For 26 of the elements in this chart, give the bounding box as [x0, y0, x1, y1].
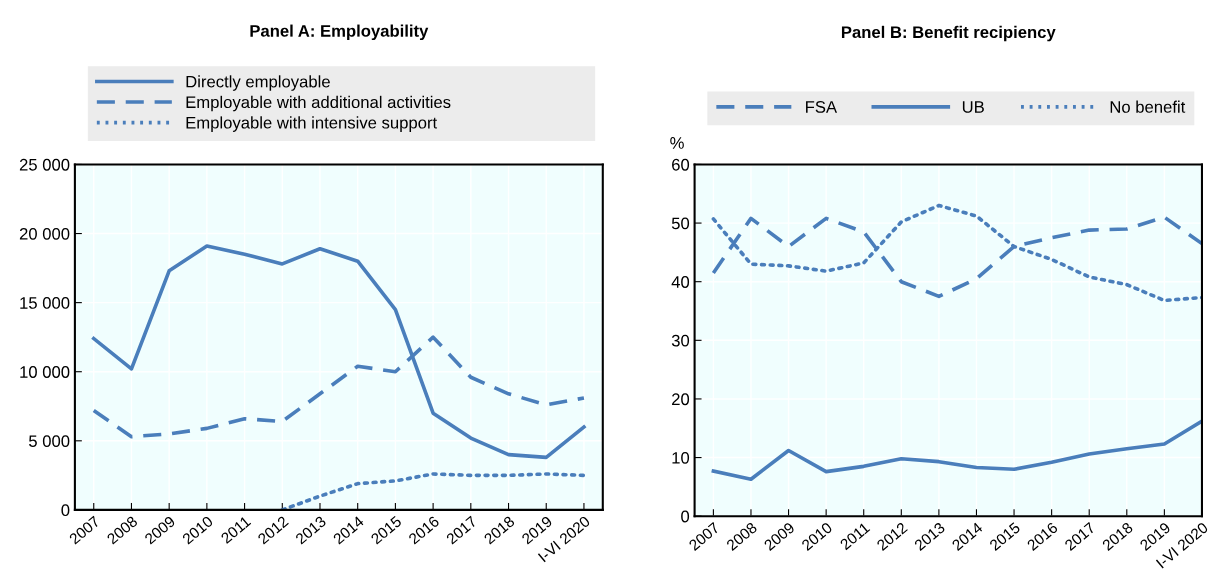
y-tick-label: 30 — [671, 334, 690, 347]
y-tick-label: 20 — [672, 393, 690, 406]
y-tick-label: 60 — [672, 158, 690, 171]
line-series — [280, 472, 586, 510]
line-series — [711, 203, 1202, 303]
legend-label: FSA — [806, 101, 838, 113]
y-tick-label: 10 000 — [20, 366, 70, 378]
legend-label: Employable with additional activities — [186, 95, 451, 112]
y-tick-label: 50 — [671, 217, 690, 230]
y-tick-label: 5 000 — [29, 435, 70, 448]
y-tick-label: 20 000 — [19, 227, 70, 240]
legend-label: No benefit — [1110, 100, 1186, 113]
line-series — [711, 419, 1202, 482]
y-tick-label: 25 000 — [19, 158, 70, 171]
line-series — [91, 244, 586, 460]
y-tick-label: 15 000 — [20, 297, 70, 309]
chart-title: Panel B: Benefit recipiency — [841, 25, 1056, 42]
y-tick-label: 0 — [61, 504, 70, 517]
y-tick-label: 0 — [681, 510, 690, 523]
y-tick-label: 40 — [671, 276, 690, 288]
y-tick-label: 10 — [672, 451, 690, 464]
y-axis-title: % — [670, 137, 684, 149]
legend-label: UB — [962, 101, 984, 113]
legend-label: Employable with intensive support — [186, 116, 438, 132]
legend-label: Directly employable — [186, 75, 330, 91]
chart-title: Panel A: Employability — [250, 24, 429, 41]
